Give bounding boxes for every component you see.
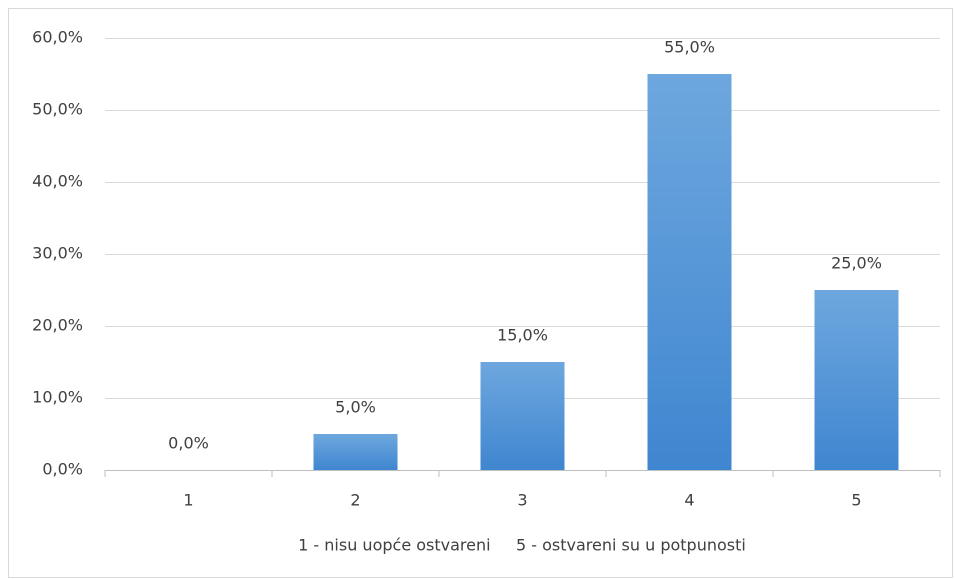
data-label: 5,0% [335, 398, 376, 417]
x-axis-label: 1 - nisu uopće ostvareni 5 - ostvareni s… [298, 536, 746, 555]
bar [814, 290, 899, 470]
y-tick-label: 30,0% [32, 244, 83, 263]
data-label: 0,0% [168, 434, 209, 453]
x-tick-label: 3 [517, 491, 527, 510]
x-tick-label: 4 [684, 491, 694, 510]
y-tick-label: 10,0% [32, 388, 83, 407]
y-tick-label: 40,0% [32, 172, 83, 191]
chart-border [8, 8, 953, 578]
data-label: 55,0% [664, 38, 715, 57]
x-tick-label: 2 [350, 491, 360, 510]
y-tick-label: 20,0% [32, 316, 83, 335]
y-tick-label: 50,0% [32, 100, 83, 119]
data-label: 25,0% [831, 254, 882, 273]
bar [480, 362, 565, 470]
x-tick-label: 1 [183, 491, 193, 510]
bar [647, 74, 732, 470]
y-tick-label: 60,0% [32, 28, 83, 47]
bar [313, 434, 398, 470]
x-tick-label: 5 [851, 491, 861, 510]
data-label: 15,0% [497, 326, 548, 345]
y-tick-label: 0,0% [42, 460, 83, 479]
